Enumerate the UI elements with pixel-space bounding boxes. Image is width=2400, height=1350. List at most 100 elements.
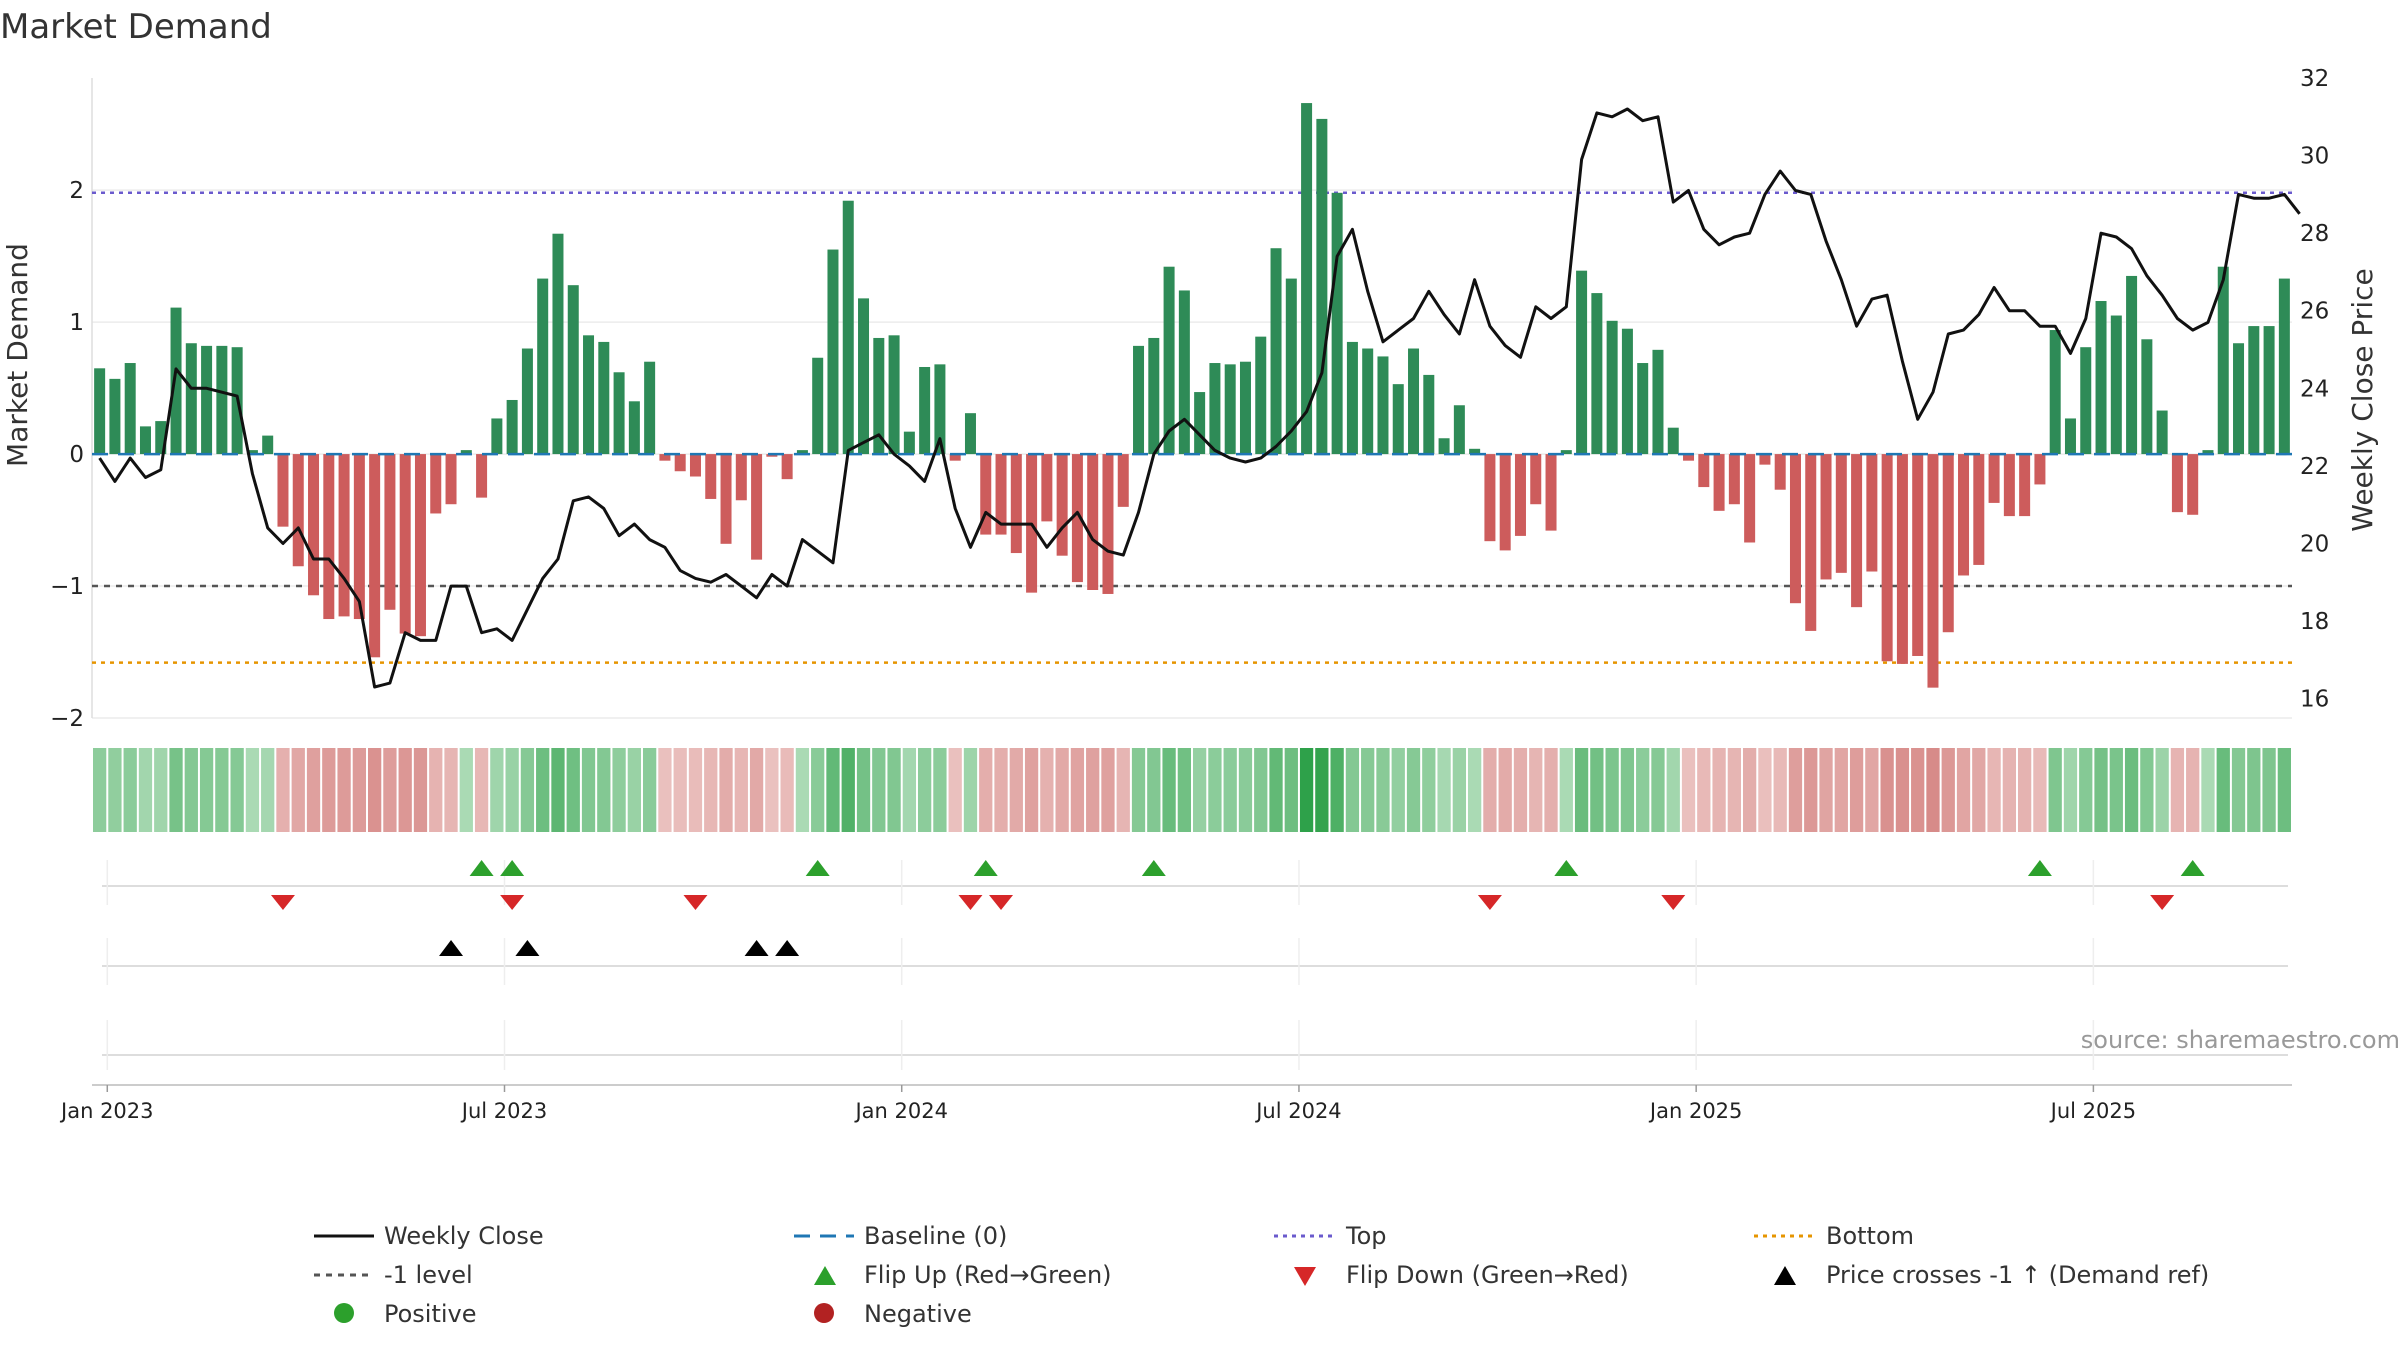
demand-bar (995, 454, 1007, 535)
flip-up-marker (1141, 860, 1166, 876)
heat-cell (1681, 748, 1696, 832)
legend-weekly-close-label: Weekly Close (384, 1222, 544, 1250)
flip-up-marker (500, 860, 525, 876)
demand-bar (1041, 454, 1053, 522)
demand-bar (1896, 454, 1908, 664)
demand-bar (506, 399, 518, 455)
heat-cell (2002, 748, 2016, 832)
demand-bar (384, 454, 396, 610)
demand-bar (246, 450, 258, 455)
heat-cell (1024, 748, 1039, 832)
demand-bar (1514, 454, 1526, 536)
heat-cell (108, 748, 122, 832)
heat-cell (276, 748, 290, 832)
heat-cell (2277, 748, 2291, 832)
heat-cell (1345, 748, 1360, 832)
heat-cell (1269, 748, 1283, 832)
event-markers (102, 860, 2288, 1070)
demand-bar (1087, 454, 1099, 590)
heat-cell (994, 748, 1008, 832)
demand-bar (170, 307, 182, 455)
y2-tick-label: 20 (2300, 531, 2329, 557)
legend-item-flip-down: Flip Down (Green→Red) (1294, 1261, 1629, 1289)
heat-cell (429, 748, 443, 832)
demand-bar (1224, 364, 1236, 455)
heat-cell (2079, 748, 2093, 832)
heat-cell (322, 748, 336, 832)
legend-flip-up-label: Flip Up (Red→Green) (864, 1261, 1112, 1289)
heat-cell (383, 748, 397, 832)
demand-bar (598, 341, 610, 455)
demand-bar (1117, 454, 1129, 507)
flip-up-marker (973, 860, 998, 876)
demand-bar (2064, 418, 2076, 455)
heat-cell (1193, 748, 1207, 832)
heat-cell (887, 748, 901, 832)
demand-bar (308, 454, 320, 596)
demand-bar (1423, 374, 1435, 455)
heat-cell (963, 748, 978, 832)
demand-bar (1331, 192, 1343, 455)
heat-cell (979, 748, 993, 832)
left-axis-ticks: −2 −1 0 1 2 (50, 178, 84, 732)
flip-down-marker (1477, 895, 1502, 910)
heat-cell (1865, 748, 1879, 832)
demand-bar (873, 337, 885, 455)
demand-bar (1606, 320, 1618, 455)
heat-cell (1391, 748, 1405, 832)
demand-bar (1301, 103, 1313, 455)
demand-bar (735, 454, 747, 501)
heat-cell (1666, 748, 1680, 832)
demand-bar (919, 366, 931, 455)
legend-top-label: Top (1345, 1222, 1387, 1250)
heat-cell (1651, 748, 1665, 832)
y2-tick-label: 22 (2300, 454, 2329, 480)
heat-cell (138, 748, 153, 832)
legend-negative-dot (814, 1303, 834, 1323)
demand-bar (1133, 345, 1145, 455)
demand-bar (842, 200, 854, 455)
flip-down-marker (500, 895, 525, 910)
demand-bar (2126, 275, 2138, 455)
demand-bar (1835, 454, 1847, 573)
x-tick-label: Jan 2024 (853, 1099, 948, 1123)
y2-tick-label: 30 (2300, 144, 2329, 170)
heat-cell (215, 748, 229, 832)
demand-bar (2171, 454, 2183, 513)
heat-cell (1788, 748, 1803, 832)
demand-bar (537, 278, 549, 455)
demand-bar (1545, 454, 1557, 531)
y-tick-label: −1 (50, 574, 84, 600)
heat-cell (2247, 748, 2261, 832)
legend-positive-label: Positive (384, 1300, 477, 1328)
demand-bar (94, 368, 106, 455)
demand-bar (1942, 454, 1954, 633)
demand-bar (567, 285, 579, 455)
demand-bar (583, 335, 595, 455)
demand-bar (644, 361, 656, 455)
heat-cell (123, 748, 137, 832)
demand-bar (613, 372, 625, 455)
heat-cell (566, 748, 580, 832)
demand-bar (521, 348, 533, 455)
heat-cell (2201, 748, 2215, 832)
heat-cell (1361, 748, 1375, 832)
chart-title: Market Demand (0, 7, 272, 47)
demand-bar (1102, 454, 1114, 594)
heat-cell (2018, 748, 2032, 832)
heat-cell (169, 748, 183, 832)
x-axis-ticks: Jan 2023 Jul 2023 Jan 2024 Jul 2024 Jan 2025… (59, 1085, 2136, 1123)
heat-cell (505, 748, 519, 832)
demand-bar (1010, 454, 1022, 554)
legend-price-cross-marker (1774, 1266, 1796, 1285)
heat-cell (2231, 748, 2246, 832)
demand-bar (2034, 454, 2046, 485)
heat-cell (780, 748, 794, 832)
demand-bar (1866, 454, 1878, 572)
demand-bar (689, 454, 701, 477)
demand-bar (2110, 315, 2122, 455)
demand-bar (1056, 454, 1068, 556)
y-axis-label: Market Demand (1, 243, 34, 467)
y2-tick-label: 32 (2300, 66, 2329, 92)
